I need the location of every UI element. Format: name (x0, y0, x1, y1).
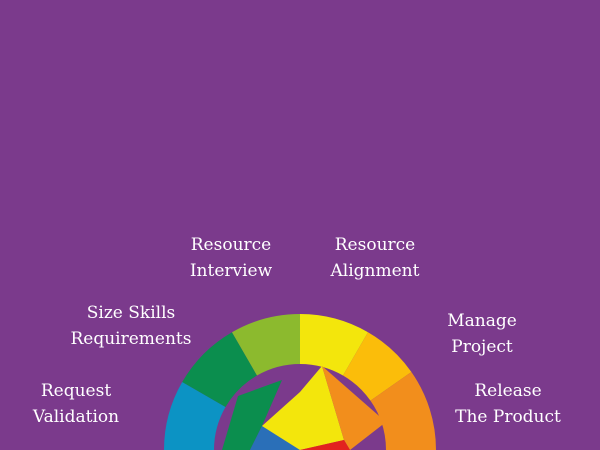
ring-segment-resource-alignment (300, 314, 368, 376)
label-line: Alignment (330, 261, 420, 281)
inner-piece (322, 366, 386, 450)
label-line: The Product (455, 407, 561, 427)
inner-piece (300, 440, 350, 450)
label-line: Resource (190, 235, 272, 255)
label-line: Project (451, 337, 513, 357)
inner-piece (250, 426, 300, 450)
ring-segment-resource-interview (232, 314, 300, 376)
label-release-product: Release The Product (452, 378, 564, 430)
label-line: Request (40, 381, 112, 401)
label-request-validation: Request Validation (16, 378, 136, 430)
label-line: Manage (447, 311, 517, 331)
label-line: Size Skills (86, 303, 176, 323)
ring-segment-manage-project (343, 332, 412, 401)
inner-piece (262, 366, 344, 450)
ring-segment-request-validation (164, 382, 226, 450)
label-line: Validation (32, 407, 120, 427)
label-size-skills: Size Skills Requirements (68, 300, 194, 352)
inner-piece (222, 380, 282, 450)
label-line: Interview (189, 261, 273, 281)
ring-segment-release-product (370, 371, 436, 450)
ring-segment-size-skills (182, 332, 257, 407)
label-line: Resource (334, 235, 416, 255)
label-line: Release (474, 381, 542, 401)
label-resource-interview: Resource Interview (176, 232, 286, 284)
label-manage-project: Manage Project (434, 308, 530, 360)
label-resource-alignment: Resource Alignment (320, 232, 430, 284)
label-line: Requirements (70, 329, 192, 349)
